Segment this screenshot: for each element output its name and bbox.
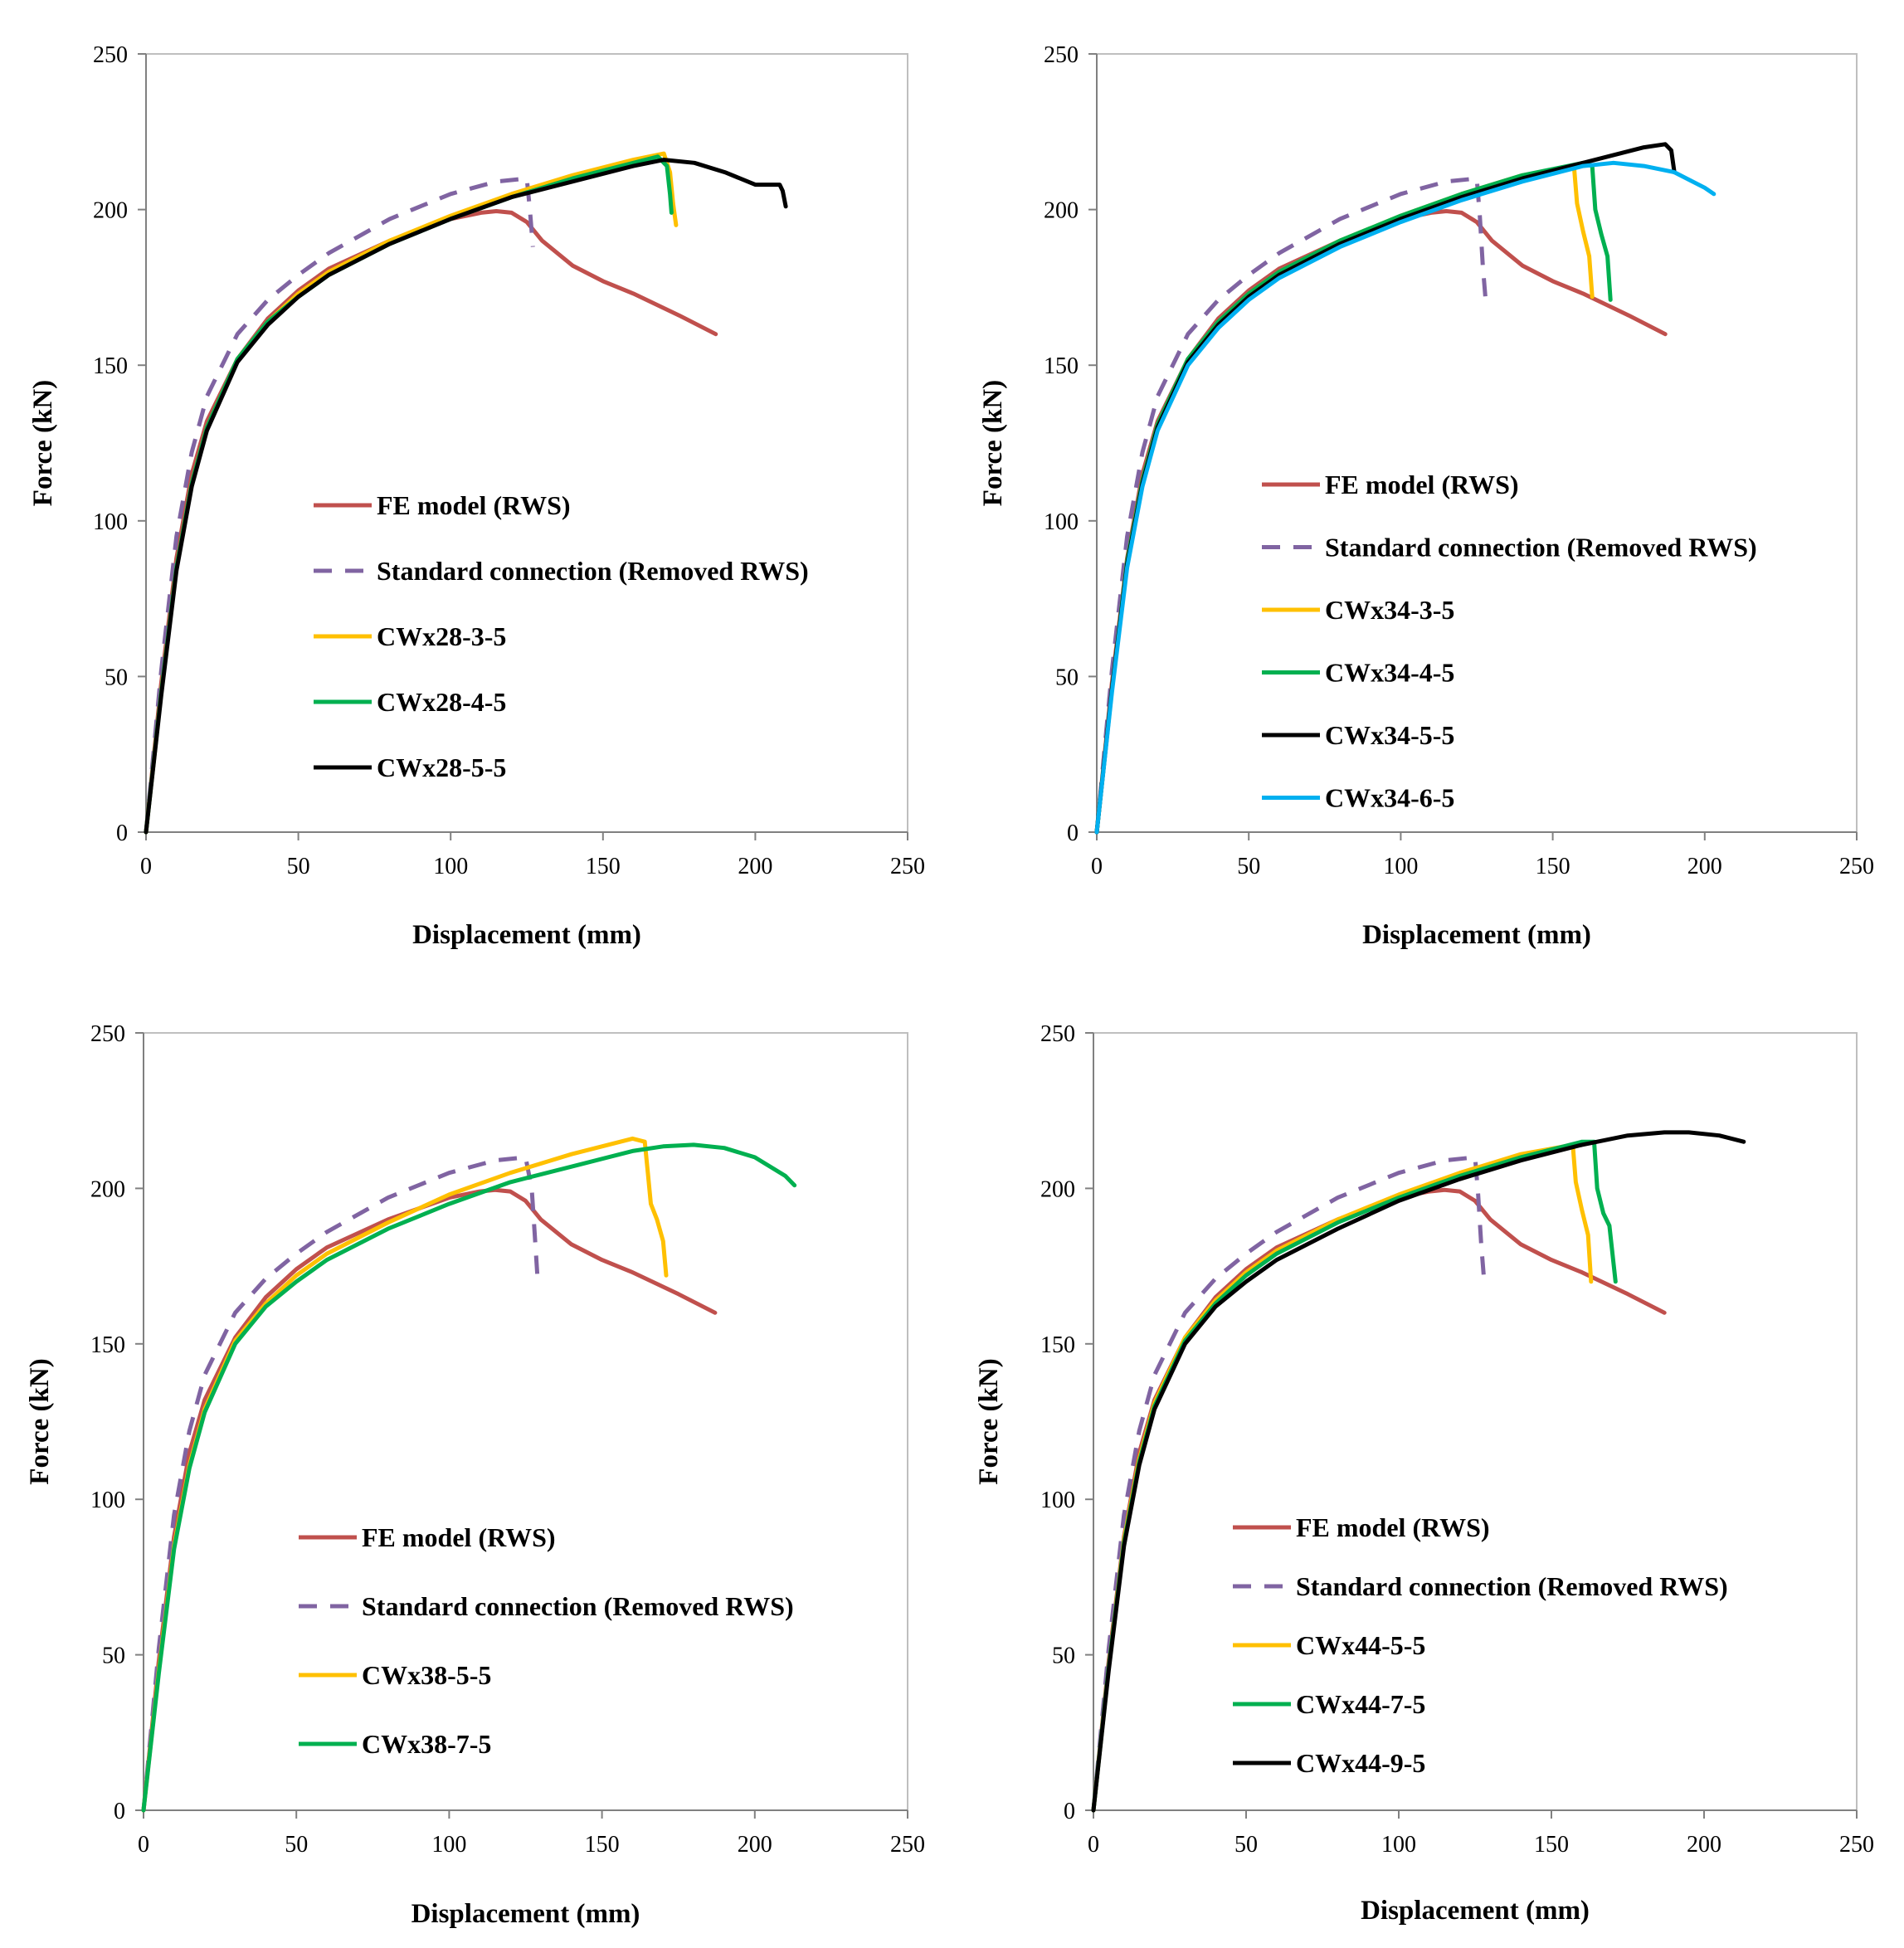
y-tick-label: 150 xyxy=(90,1332,125,1358)
chart-2: 0 50 100 150 200 250 0 50 100 150 200 250 Displaceme… xyxy=(978,42,1874,950)
legend-label: CWx44-5-5 xyxy=(1296,1630,1425,1660)
y-tick-label: 100 xyxy=(1040,1488,1075,1513)
legend-label: CWx28-5-5 xyxy=(377,752,506,782)
y-tick-label: 0 xyxy=(114,1799,125,1824)
y-tick-label: 50 xyxy=(105,665,128,690)
legend-label: CWx34-3-5 xyxy=(1325,595,1454,625)
legend-label: Standard connection (Removed RWS) xyxy=(1325,533,1757,562)
legend-label: Standard connection (Removed RWS) xyxy=(1296,1571,1728,1601)
legend: FE model (RWS) Standard connection (Remov… xyxy=(299,1522,794,1759)
legend-label: CWx34-5-5 xyxy=(1325,720,1454,750)
legend-label: FE model (RWS) xyxy=(1296,1512,1490,1542)
x-tick-label: 200 xyxy=(738,1832,772,1858)
y-tick-label: 50 xyxy=(1052,1644,1075,1669)
x-tick-label: 50 xyxy=(1237,854,1260,879)
y-tick-label: 250 xyxy=(1044,42,1079,68)
x-tick-label: 0 xyxy=(138,1832,149,1858)
x-tick-label: 250 xyxy=(890,854,925,879)
legend: FE model (RWS) Standard connection (Remov… xyxy=(314,490,809,782)
y-tick-label: 250 xyxy=(1040,1021,1075,1047)
y-axis-title: Force (kN) xyxy=(28,380,58,506)
chart-1: 0 50 100 150 200 250 0 50 100 150 200 250 Displaceme… xyxy=(28,42,925,950)
y-tick-label: 50 xyxy=(1055,665,1079,690)
x-tick-label: 150 xyxy=(1534,1832,1569,1858)
y-tick-label: 200 xyxy=(93,198,128,224)
x-tick-label: 100 xyxy=(1383,854,1418,879)
y-tick-label: 150 xyxy=(93,353,128,379)
x-tick-label: 150 xyxy=(586,854,621,879)
x-axis-title: Displacement (mm) xyxy=(1362,920,1591,950)
chart-3: 0 50 100 150 200 250 0 50 100 150 200 250 Displaceme… xyxy=(25,1021,925,1929)
x-tick-label: 200 xyxy=(738,854,772,879)
series-line-6 xyxy=(1094,160,1717,835)
series-line-5 xyxy=(144,158,788,835)
legend-label: CWx34-6-5 xyxy=(1325,783,1454,813)
legend: FE model (RWS) Standard connection (Remov… xyxy=(1262,470,1757,813)
series-line-2 xyxy=(144,176,535,833)
y-tick-label: 100 xyxy=(1044,509,1079,535)
series-line-1 xyxy=(141,1187,718,1813)
legend-label: CWx28-4-5 xyxy=(377,687,506,717)
x-tick-label: 150 xyxy=(585,1832,620,1858)
y-tick-label: 250 xyxy=(93,42,128,68)
legend-label: CWx44-9-5 xyxy=(1296,1748,1425,1778)
x-tick-label: 100 xyxy=(431,1832,466,1858)
y-tick-label: 0 xyxy=(116,821,128,846)
legend-label: Standard connection (Removed RWS) xyxy=(377,556,809,586)
y-tick-label: 100 xyxy=(93,509,128,535)
legend: FE model (RWS) Standard connection (Remov… xyxy=(1233,1512,1728,1778)
legend-label: CWx38-7-5 xyxy=(362,1729,491,1759)
y-tick-label: 100 xyxy=(90,1488,125,1513)
legend-label: CWx44-7-5 xyxy=(1296,1689,1425,1719)
legend-label: FE model (RWS) xyxy=(377,490,571,520)
y-tick-label: 150 xyxy=(1044,353,1079,379)
x-axis-title: Displacement (mm) xyxy=(412,920,641,950)
x-tick-label: 150 xyxy=(1536,854,1570,879)
y-axis-title: Force (kN) xyxy=(974,1358,1004,1484)
plot-area xyxy=(1093,1032,1858,1811)
y-tick-label: 50 xyxy=(102,1644,125,1669)
x-tick-label: 250 xyxy=(1839,854,1874,879)
y-tick-label: 250 xyxy=(90,1021,125,1047)
legend-label: CWx34-4-5 xyxy=(1325,658,1454,688)
x-axis-title: Displacement (mm) xyxy=(1361,1896,1590,1926)
x-tick-label: 250 xyxy=(890,1832,925,1858)
series-line-3 xyxy=(141,1136,669,1813)
x-tick-label: 50 xyxy=(1234,1832,1258,1858)
x-tick-label: 200 xyxy=(1687,854,1722,879)
legend-label: CWx28-3-5 xyxy=(377,621,506,651)
legend-label: Standard connection (Removed RWS) xyxy=(362,1591,794,1621)
chart-4: 0 50 100 150 200 250 0 50 100 150 200 250 Displaceme… xyxy=(974,1021,1874,1926)
y-tick-label: 0 xyxy=(1064,1799,1075,1824)
y-axis-title: Force (kN) xyxy=(25,1358,55,1484)
series-line-1 xyxy=(144,209,718,835)
legend-label: FE model (RWS) xyxy=(362,1522,556,1552)
series-line-2 xyxy=(141,1155,540,1811)
series-line-4 xyxy=(141,1142,797,1813)
x-tick-label: 200 xyxy=(1687,1832,1721,1858)
plot-area xyxy=(143,1032,908,1811)
plot-area xyxy=(1096,53,1858,833)
plot-area xyxy=(145,53,908,833)
legend-label: FE model (RWS) xyxy=(1325,470,1519,499)
x-tick-label: 100 xyxy=(433,854,468,879)
y-tick-label: 200 xyxy=(1044,198,1079,224)
x-axis-title: Displacement (mm) xyxy=(411,1899,640,1929)
x-tick-label: 250 xyxy=(1839,1832,1874,1858)
y-tick-label: 200 xyxy=(90,1176,125,1202)
x-tick-label: 50 xyxy=(287,854,310,879)
x-tick-label: 0 xyxy=(140,854,152,879)
x-tick-label: 0 xyxy=(1088,1832,1099,1858)
y-axis-title: Force (kN) xyxy=(978,380,1008,506)
y-tick-label: 0 xyxy=(1067,821,1079,846)
x-tick-label: 100 xyxy=(1381,1832,1416,1858)
series-line-5 xyxy=(1091,1130,1746,1813)
legend-label: CWx38-5-5 xyxy=(362,1660,491,1690)
x-tick-label: 0 xyxy=(1091,854,1103,879)
y-tick-label: 200 xyxy=(1040,1176,1075,1202)
x-tick-label: 50 xyxy=(285,1832,308,1858)
y-tick-label: 150 xyxy=(1040,1332,1075,1358)
